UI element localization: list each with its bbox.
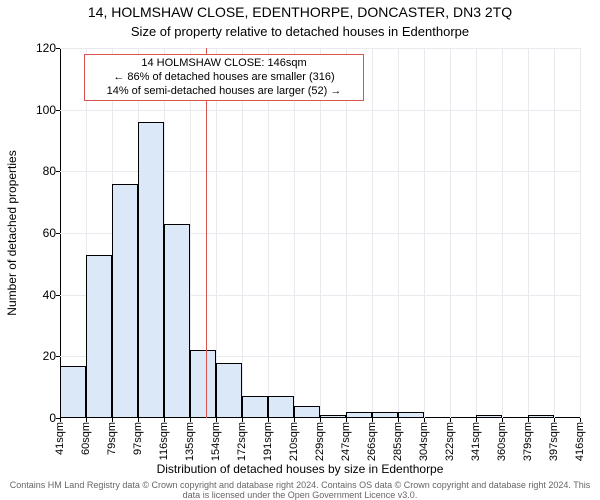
- histogram-bar: [60, 366, 86, 418]
- page-subtitle: Size of property relative to detached ho…: [0, 24, 600, 39]
- y-tick: [56, 48, 60, 49]
- y-tick: [56, 295, 60, 296]
- y-tick-label: 100: [6, 103, 56, 117]
- footer-attribution: Contains HM Land Registry data © Crown c…: [5, 480, 595, 500]
- y-tick: [56, 356, 60, 357]
- y-tick: [56, 110, 60, 111]
- histogram-bar: [86, 255, 112, 418]
- annotation-line: 14% of semi-detached houses are larger (…: [91, 85, 357, 99]
- gridline-v: [502, 48, 503, 418]
- gridline-v: [242, 48, 243, 418]
- x-tick-label: 191sqm: [262, 422, 274, 461]
- gridline-v: [580, 48, 581, 418]
- gridline-v: [554, 48, 555, 418]
- y-tick-label: 0: [6, 411, 56, 425]
- x-tick-label: 172sqm: [236, 422, 248, 461]
- x-tick-label: 60sqm: [80, 422, 92, 455]
- annotation-line: 14 HOLMSHAW CLOSE: 146sqm: [91, 57, 357, 71]
- histogram-bar: [112, 184, 138, 418]
- x-tick-label: 285sqm: [392, 422, 404, 461]
- histogram-bar: [372, 412, 398, 418]
- x-tick-label: 266sqm: [366, 422, 378, 461]
- histogram-bar: [268, 396, 294, 418]
- y-tick: [56, 171, 60, 172]
- page-title: 14, HOLMSHAW CLOSE, EDENTHORPE, DONCASTE…: [0, 4, 600, 20]
- x-tick-label: 229sqm: [314, 422, 326, 461]
- gridline-v: [346, 48, 347, 418]
- x-tick-label: 97sqm: [132, 422, 144, 455]
- y-tick-label: 40: [6, 288, 56, 302]
- x-tick-label: 135sqm: [184, 422, 196, 461]
- gridline-v: [372, 48, 373, 418]
- histogram-bar: [320, 415, 346, 418]
- gridline-v: [268, 48, 269, 418]
- gridline-v: [528, 48, 529, 418]
- marker-line: [206, 48, 207, 418]
- x-tick-label: 304sqm: [418, 422, 430, 461]
- marker-annotation: 14 HOLMSHAW CLOSE: 146sqm← 86% of detach…: [84, 54, 364, 101]
- x-tick-label: 322sqm: [444, 422, 456, 461]
- y-tick: [56, 233, 60, 234]
- x-tick-label: 79sqm: [106, 422, 118, 455]
- x-tick-label: 341sqm: [470, 422, 482, 461]
- histogram-bar: [190, 350, 216, 418]
- histogram-bar: [216, 363, 242, 419]
- x-tick-label: 154sqm: [210, 422, 222, 461]
- histogram-bar: [398, 412, 424, 418]
- y-tick-label: 20: [6, 349, 56, 363]
- y-tick-label: 80: [6, 164, 56, 178]
- x-tick-label: 247sqm: [340, 422, 352, 461]
- histogram-bar: [476, 415, 502, 418]
- histogram-bar: [294, 406, 320, 418]
- histogram-bar: [242, 396, 268, 418]
- x-axis-label: Distribution of detached houses by size …: [0, 462, 600, 476]
- gridline-v: [398, 48, 399, 418]
- x-tick-label: 41sqm: [54, 422, 66, 455]
- x-tick-label: 379sqm: [522, 422, 534, 461]
- histogram-bar: [346, 412, 372, 418]
- y-tick-label: 60: [6, 226, 56, 240]
- y-tick-label: 120: [6, 41, 56, 55]
- gridline-v: [320, 48, 321, 418]
- annotation-line: ← 86% of detached houses are smaller (31…: [91, 71, 357, 85]
- x-tick-label: 416sqm: [574, 422, 586, 461]
- x-tick-label: 116sqm: [158, 422, 170, 460]
- x-tick-label: 210sqm: [288, 422, 300, 461]
- histogram-bar: [138, 122, 164, 418]
- gridline-v: [450, 48, 451, 418]
- histogram-bar: [528, 415, 554, 418]
- gridline-v: [294, 48, 295, 418]
- histogram-bar: [164, 224, 190, 418]
- gridline-v: [476, 48, 477, 418]
- gridline-v: [424, 48, 425, 418]
- x-tick-label: 360sqm: [496, 422, 508, 461]
- x-tick-label: 397sqm: [548, 422, 560, 461]
